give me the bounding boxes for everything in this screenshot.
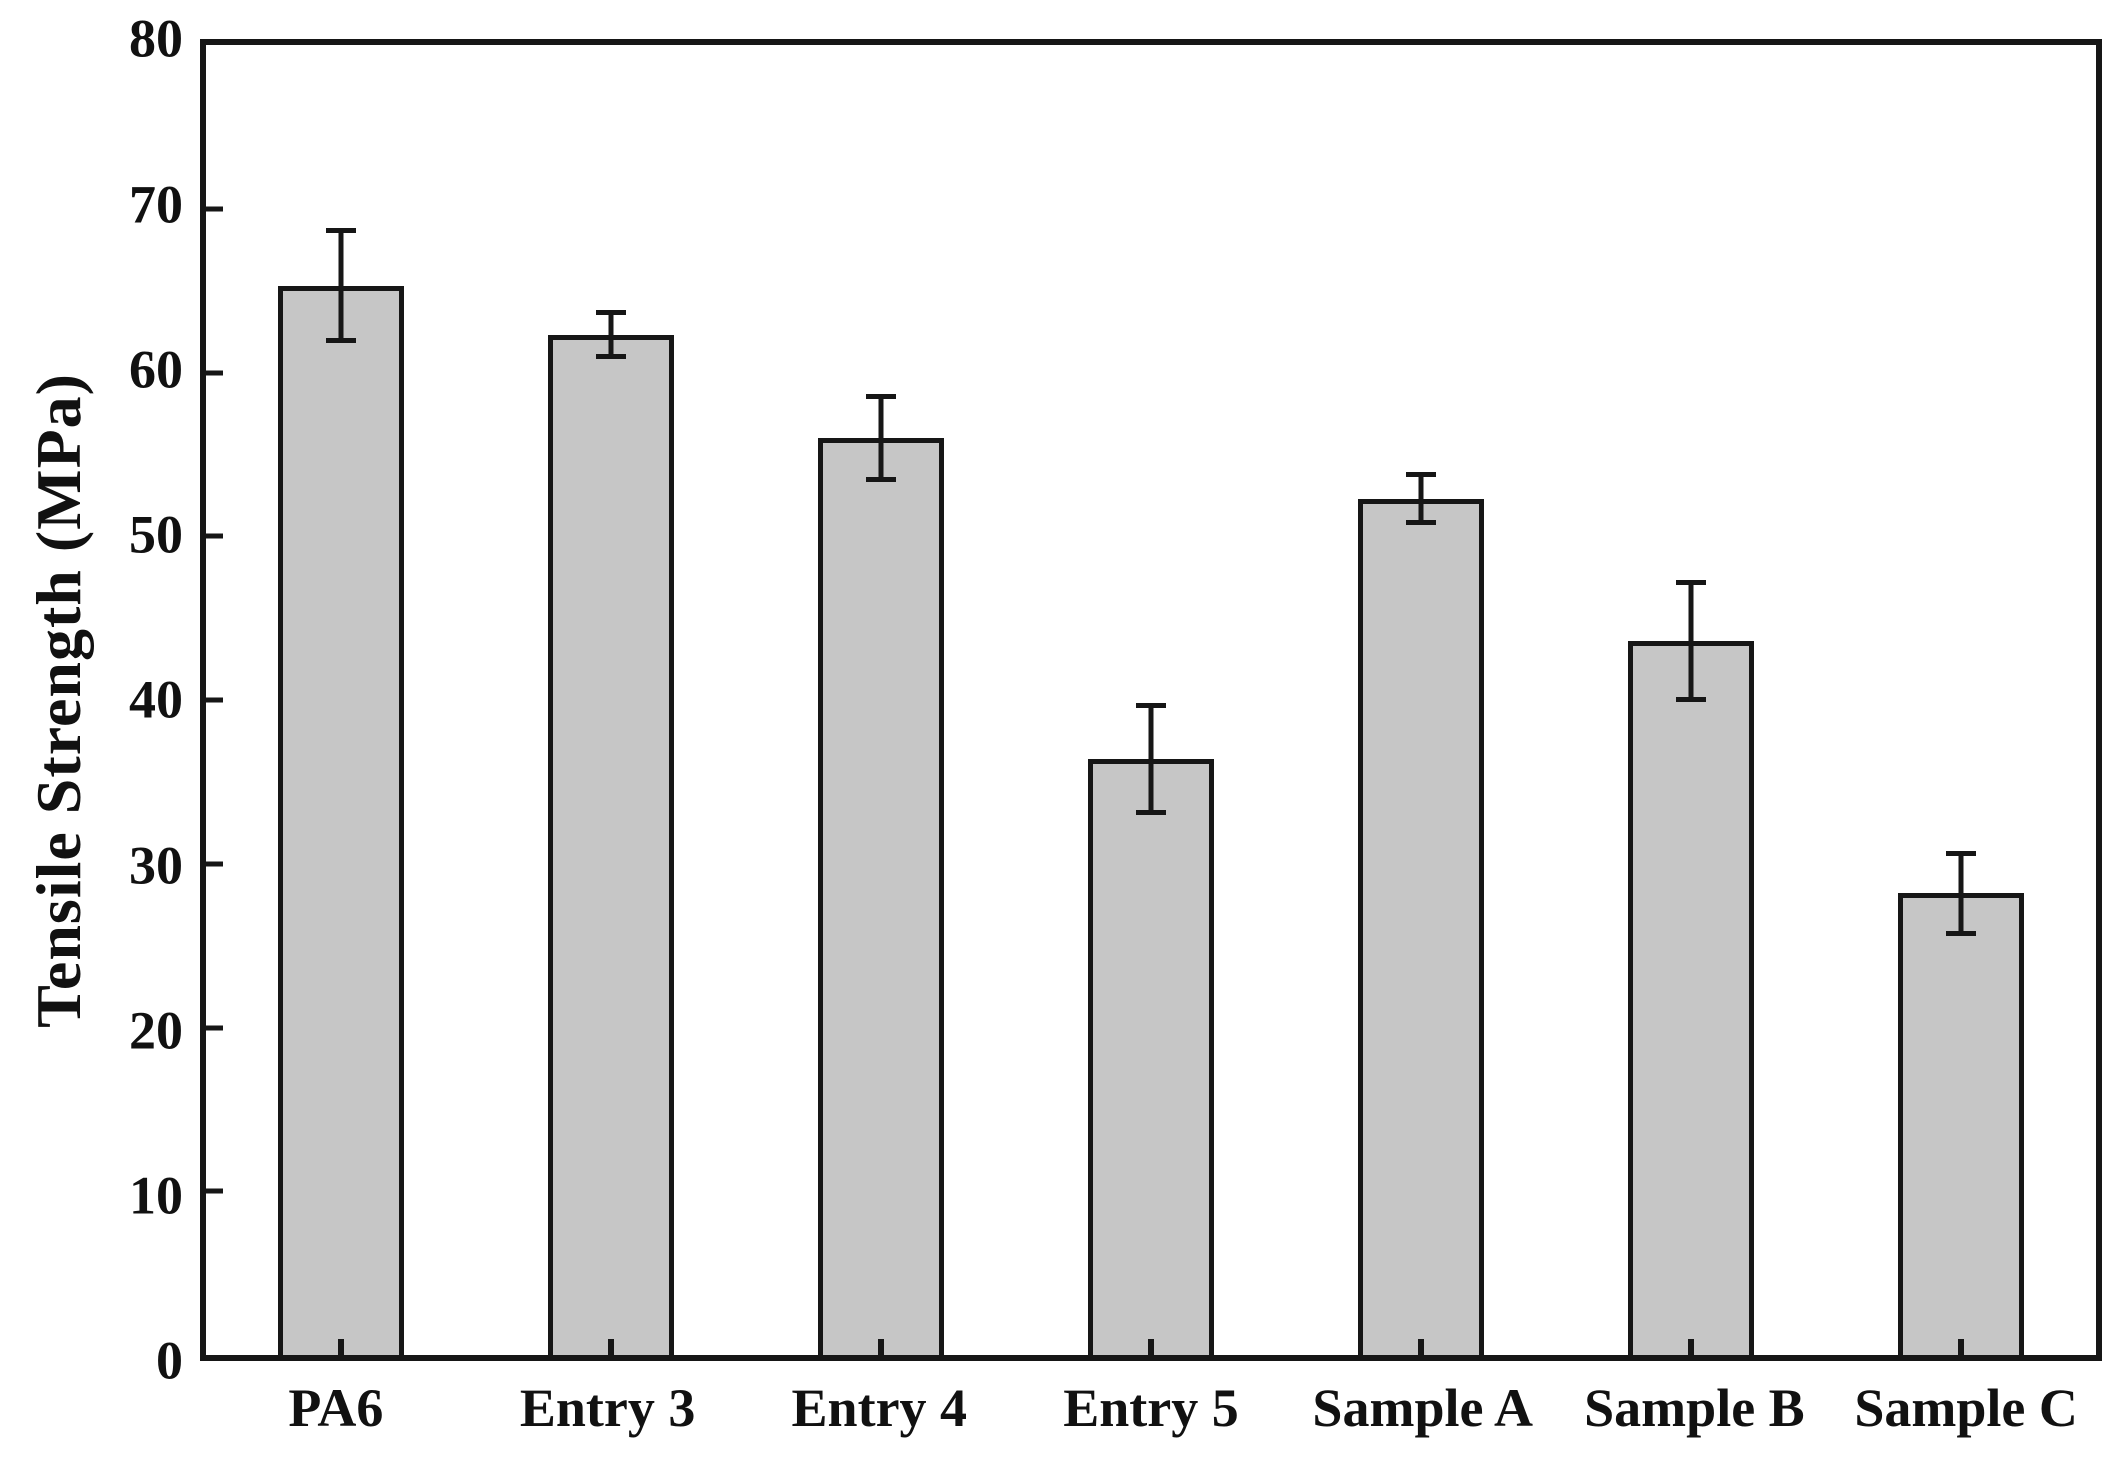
- bar-sample-c: [1898, 893, 2024, 1355]
- y-tick-mark-50: [206, 533, 223, 539]
- bar-entry-5: [1088, 758, 1214, 1355]
- x-tick-label-entry-3: Entry 3: [519, 1378, 696, 1438]
- y-tick-mark-70: [206, 206, 223, 212]
- y-tick-label-10: 10: [129, 1165, 183, 1226]
- bar-sample-a: [1358, 498, 1484, 1355]
- x-tick-label-pa6: PA6: [288, 1378, 384, 1438]
- plot-area: [200, 39, 2102, 1361]
- error-bar-entry-5: [1136, 703, 1166, 815]
- x-tick-mark-entry-5: [1148, 1339, 1154, 1355]
- y-tick-label-60: 60: [129, 339, 183, 400]
- x-tick-mark-sample-b: [1688, 1339, 1694, 1355]
- error-bar-part: [1958, 850, 1964, 936]
- y-tick-label-20: 20: [129, 1000, 183, 1061]
- y-tick-label-50: 50: [129, 504, 183, 565]
- y-tick-mark-20: [206, 1025, 223, 1030]
- x-tick-label-sample-b: Sample B: [1584, 1378, 1805, 1438]
- x-tick-mark-pa6: [338, 1339, 344, 1355]
- y-tick-mark-60: [206, 370, 223, 375]
- y-tick-mark-30: [206, 861, 223, 867]
- error-bar-part: [338, 228, 344, 344]
- y-tick-mark-10: [206, 1188, 223, 1194]
- x-tick-label-sample-c: Sample C: [1854, 1378, 2078, 1438]
- error-bar-part: [1148, 703, 1154, 815]
- x-tick-mark-sample-c: [1958, 1339, 1964, 1355]
- x-tick-mark-entry-4: [878, 1339, 884, 1355]
- error-bar-sample-b: [1676, 580, 1706, 702]
- x-tick-label-sample-a: Sample A: [1312, 1378, 1533, 1438]
- y-axis-tick-labels: 0 10 20 30 40 50 60 70 80: [0, 12, 183, 1388]
- x-tick-mark-entry-3: [608, 1339, 614, 1355]
- error-bar-entry-3: [596, 310, 626, 360]
- error-bar-part: [608, 310, 614, 360]
- y-tick-label-30: 30: [129, 834, 183, 895]
- bar-entry-3: [548, 334, 674, 1355]
- bar-sample-b: [1628, 641, 1754, 1355]
- y-tick-label-40: 40: [129, 669, 183, 730]
- y-tick-label-0: 0: [156, 1330, 183, 1391]
- y-tick-label-80: 80: [129, 8, 183, 69]
- error-bar-part: [878, 393, 884, 483]
- bar-entry-4: [818, 438, 944, 1355]
- error-bar-entry-4: [866, 393, 896, 483]
- error-bar-pa6: [325, 228, 356, 344]
- bar-pa6: [278, 285, 404, 1355]
- x-tick-label-entry-5: Entry 5: [1063, 1378, 1239, 1438]
- error-bar-part: [1688, 580, 1694, 702]
- x-axis-tick-labels: PA6 Entry 3 Entry 4 Entry 5 Sample A Sample B…: [200, 1381, 2102, 1461]
- x-tick-label-entry-4: Entry 4: [791, 1378, 968, 1438]
- error-bar-sample-c: [1946, 850, 1976, 936]
- error-bar-sample-a: [1406, 472, 1436, 525]
- y-tick-mark-40: [206, 697, 223, 703]
- y-tick-label-70: 70: [129, 173, 183, 234]
- x-tick-mark-sample-a: [1418, 1339, 1424, 1355]
- error-bar-part: [1418, 472, 1424, 525]
